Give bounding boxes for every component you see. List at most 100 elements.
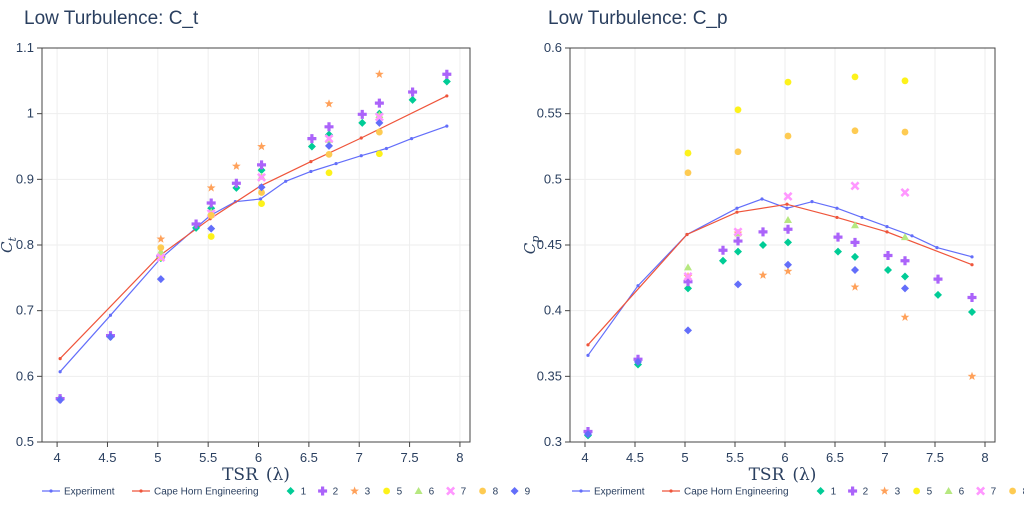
data-point <box>445 94 449 98</box>
data-point <box>719 256 727 265</box>
data-point <box>759 241 767 249</box>
data-point <box>257 183 266 192</box>
series-line-cape-horn-engineering <box>587 203 973 346</box>
data-point <box>409 137 414 141</box>
legend-item-5[interactable]: 5 <box>383 487 403 498</box>
data-point <box>910 234 914 238</box>
legend-item-2[interactable]: 2 <box>848 486 869 498</box>
series-3 <box>156 69 384 243</box>
data-point <box>835 215 839 220</box>
legend-item-1[interactable]: 1 <box>286 487 307 498</box>
y-axis-label-text: C <box>521 242 539 254</box>
data-point <box>760 197 764 201</box>
data-point <box>374 112 384 122</box>
y-tick-label: 0.35 <box>537 368 562 383</box>
data-point <box>901 128 909 136</box>
legend-item-2[interactable]: 2 <box>318 486 339 498</box>
x-axis-label: TSR (λ) <box>749 465 817 485</box>
legend-item-cape-horn-engineering[interactable]: Cape Horn Engineering <box>132 487 259 498</box>
data-point <box>758 270 768 279</box>
data-point <box>324 122 334 132</box>
data-point <box>232 183 241 192</box>
data-point <box>901 284 909 293</box>
legend-item-7[interactable]: 7 <box>446 486 467 498</box>
y-tick-label: 0.5 <box>544 171 562 186</box>
x-axis-label-symbol: (λ) <box>792 465 816 485</box>
y-tick-label: 0.9 <box>16 171 34 186</box>
data-point <box>934 290 942 299</box>
x-tick-label: 7 <box>356 450 363 465</box>
data-point <box>375 128 383 136</box>
panel-cp: Low Turbulence: C_p 4 4.5 5 5.5 6 6.5 7 7.5 8 0.3 0… <box>521 8 996 485</box>
series-9 <box>584 260 909 439</box>
data-point <box>408 87 418 97</box>
data-point <box>684 149 692 157</box>
series-cape-horn-engineering <box>58 94 449 361</box>
data-point <box>900 256 910 266</box>
y-tick-label: 0.7 <box>16 303 34 318</box>
data-point <box>56 395 65 404</box>
legend-label: 6 <box>959 487 965 498</box>
data-point <box>784 260 792 269</box>
data-point <box>375 150 383 158</box>
data-point <box>359 154 363 158</box>
legend-item-9[interactable]: 9 <box>510 487 531 498</box>
legend-item-7[interactable]: 7 <box>976 486 997 498</box>
legend-marker <box>414 487 423 494</box>
legend-item-8[interactable]: 8 <box>1009 487 1024 498</box>
legend-marker <box>318 486 328 496</box>
legend-item-1[interactable]: 1 <box>816 487 837 498</box>
data-point <box>207 233 215 240</box>
legend-item-experiment[interactable]: Experiment <box>572 487 645 498</box>
legend-item-3[interactable]: 3 <box>350 486 371 498</box>
legend-ct[interactable]: Experiment Cape Horn Engineering 1 2 3 5 6 7 8 9 <box>42 486 531 498</box>
series-2 <box>583 224 977 436</box>
x-tick-label: 6 <box>255 450 262 465</box>
series-1 <box>56 77 451 403</box>
data-point <box>860 215 864 220</box>
legend-marker <box>880 486 889 495</box>
legend-item-3[interactable]: 3 <box>880 486 901 498</box>
data-point <box>284 179 288 183</box>
legend-marker <box>350 486 359 495</box>
data-point <box>231 178 241 188</box>
legend-item-6[interactable]: 6 <box>944 487 965 498</box>
data-point <box>851 252 859 261</box>
series-cape-horn-engineering <box>586 202 974 347</box>
y-tick-label: 0.6 <box>16 368 34 383</box>
data-point <box>309 169 313 174</box>
data-point <box>257 172 267 182</box>
series-7 <box>683 181 910 282</box>
legend-item-8[interactable]: 8 <box>479 487 499 498</box>
x-tick-label: 4.5 <box>98 450 116 465</box>
x-tick-label: 4.5 <box>626 450 644 465</box>
y-axis-label-text: C <box>0 241 16 253</box>
legend-item-5[interactable]: 5 <box>913 487 933 498</box>
data-point <box>784 132 792 140</box>
legend-item-6[interactable]: 6 <box>414 487 435 498</box>
legend-label: 2 <box>863 487 869 498</box>
series-7 <box>156 112 384 262</box>
series-2 <box>55 69 452 404</box>
data-point <box>58 357 62 361</box>
data-point <box>586 343 590 347</box>
data-point <box>734 148 742 156</box>
y-tick-label: 0.8 <box>16 237 34 252</box>
data-point <box>357 109 367 119</box>
x-tick-label: 6.5 <box>300 450 318 465</box>
data-point <box>967 371 977 381</box>
data-point <box>784 216 792 224</box>
x-axis-label-text: TSR <box>749 465 786 485</box>
legend-item-cape-horn-engineering[interactable]: Cape Horn Engineering <box>662 487 789 498</box>
legend-marker <box>579 489 583 493</box>
series-experiment <box>58 124 449 374</box>
legend-item-experiment[interactable]: Experiment <box>42 487 115 498</box>
legend-label: 3 <box>365 487 371 498</box>
legend-label: 5 <box>927 487 933 498</box>
x-tick-label: 5 <box>154 450 161 465</box>
series-6 <box>684 216 909 271</box>
data-point <box>970 263 974 267</box>
y-axis-label-subscript: t <box>6 236 19 241</box>
